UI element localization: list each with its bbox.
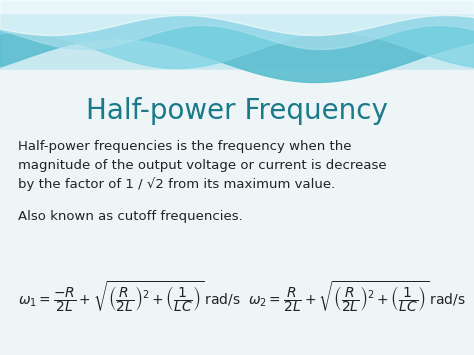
Text: Half-power frequencies is the frequency when the
magnitude of the output voltage: Half-power frequencies is the frequency … xyxy=(18,140,387,191)
Text: Half-power Frequency: Half-power Frequency xyxy=(86,97,388,125)
Text: Also known as cutoff frequencies.: Also known as cutoff frequencies. xyxy=(18,210,243,223)
Text: $\omega_2 = \dfrac{R}{2L} + \sqrt{\left(\dfrac{R}{2L}\right)^2 + \left(\dfrac{1}: $\omega_2 = \dfrac{R}{2L} + \sqrt{\left(… xyxy=(248,279,466,315)
Text: $\omega_1 = \dfrac{-R}{2L} + \sqrt{\left(\dfrac{R}{2L}\right)^2 + \left(\dfrac{1: $\omega_1 = \dfrac{-R}{2L} + \sqrt{\left… xyxy=(18,279,241,315)
